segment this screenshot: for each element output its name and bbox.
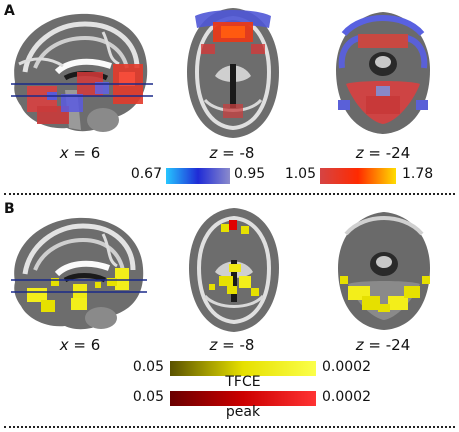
caption-b-3: z = -24: [340, 336, 426, 354]
caption-a-1-value: 6: [90, 144, 101, 162]
colorbar-b1-min: 0.05: [132, 359, 164, 375]
caption-b-3-axis: z: [355, 336, 364, 354]
caption-b-2-axis: z: [209, 336, 218, 354]
colorbar-a2-min: 1.05: [284, 166, 316, 182]
brain-sagittal-a: [11, 13, 153, 132]
caption-a-3-value: -24: [385, 144, 411, 162]
caption-b-1-axis: x: [59, 336, 69, 354]
bottom-divider: [4, 426, 455, 428]
colorbar-a1-max: 0.95: [234, 166, 266, 182]
caption-a-3-axis: z: [355, 144, 364, 162]
colorbar-b1-max: 0.0002: [322, 359, 371, 375]
caption-a-3-eq: =: [363, 144, 386, 162]
brain-axial-a-z-8: [187, 8, 279, 138]
colorbar-b2-max: 0.0002: [322, 389, 371, 405]
caption-b-3-eq: =: [363, 336, 386, 354]
caption-a-1-axis: x: [59, 144, 69, 162]
colorbar-a2-max: 1.78: [402, 166, 434, 182]
panel-label-b: B: [4, 201, 15, 217]
colorbar-a1-gradient: [166, 168, 230, 184]
colorbar-b2-gradient: [170, 391, 316, 406]
caption-a-1-eq: =: [68, 144, 91, 162]
caption-b-3-value: -24: [385, 336, 411, 354]
caption-b-2: z = -8: [192, 336, 272, 354]
caption-a-1: x = 6: [40, 144, 120, 162]
brain-axial-b-z-8: [189, 208, 279, 332]
panel-label-a: A: [4, 3, 15, 19]
caption-a-2-axis: z: [209, 144, 218, 162]
brain-axial-a-z-24: [336, 12, 430, 134]
caption-b-1: x = 6: [40, 336, 120, 354]
caption-b-2-value: -8: [239, 336, 255, 354]
caption-a-2-eq: =: [217, 144, 240, 162]
colorbar-b1-label: TFCE: [225, 374, 261, 390]
caption-b-2-eq: =: [217, 336, 240, 354]
brain-axial-b-z-24: [338, 212, 430, 330]
colorbar-a2-gradient: [320, 168, 396, 184]
colorbar-b1-gradient: [170, 361, 316, 376]
caption-a-2: z = -8: [192, 144, 272, 162]
caption-a-2-value: -8: [239, 144, 255, 162]
colorbar-b2-label: peak: [225, 404, 261, 420]
colorbar-b2-min: 0.05: [132, 389, 164, 405]
caption-a-3: z = -24: [340, 144, 426, 162]
colorbar-a1-min: 0.67: [130, 166, 162, 182]
caption-b-1-eq: =: [68, 336, 91, 354]
brain-sagittal-b: [11, 217, 147, 330]
panel-divider: [4, 193, 455, 195]
caption-b-1-value: 6: [90, 336, 101, 354]
